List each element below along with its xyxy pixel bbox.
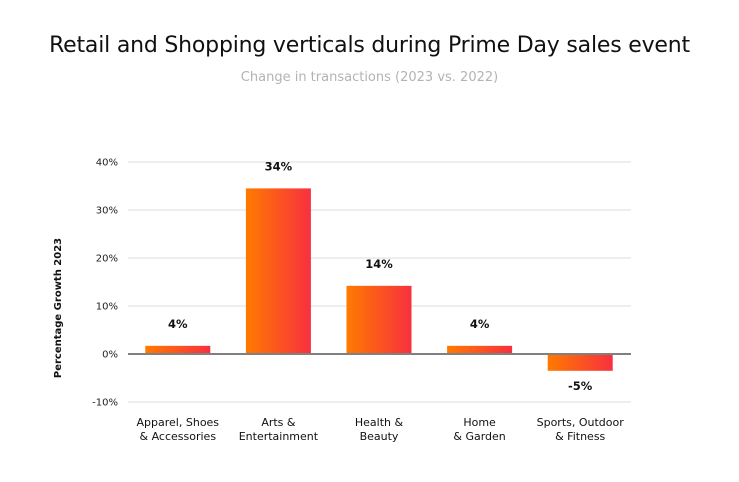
data-label: 34% bbox=[265, 159, 293, 173]
bar bbox=[547, 354, 613, 371]
gridlines bbox=[128, 161, 631, 403]
category-label: Entertainment bbox=[239, 430, 319, 443]
data-labels: 4% 34% 14% 4% -5% bbox=[168, 159, 593, 392]
bar bbox=[145, 345, 211, 354]
category-label: Arts & bbox=[261, 416, 296, 429]
chart-subtitle: Change in transactions (2023 vs. 2022) bbox=[240, 70, 499, 85]
y-tick-label: 30% bbox=[96, 206, 118, 217]
bar bbox=[245, 188, 311, 354]
y-tick-label: 10% bbox=[96, 302, 118, 313]
category-label: Apparel, Shoes bbox=[137, 416, 220, 429]
bar bbox=[346, 285, 412, 354]
category-label: Health & bbox=[355, 416, 404, 429]
y-axis-ticks: 40% 30% 20% 10% 0% -10% bbox=[92, 158, 118, 409]
y-axis-label: Percentage Growth 2023 bbox=[53, 238, 64, 378]
category-labels: Apparel, Shoes& Accessories Arts &Enterta… bbox=[137, 416, 625, 443]
category-label: & Fitness bbox=[555, 430, 605, 443]
y-tick-label: 0% bbox=[102, 350, 118, 361]
y-tick-label: 20% bbox=[96, 254, 118, 265]
chart-title: Retail and Shopping verticals during Pri… bbox=[49, 33, 690, 58]
data-label: -5% bbox=[568, 379, 593, 393]
category-label: Sports, Outdoor bbox=[537, 416, 625, 429]
category-label: Beauty bbox=[360, 430, 399, 443]
data-label: 14% bbox=[365, 257, 393, 271]
bar bbox=[447, 345, 513, 354]
category-label: Home bbox=[463, 416, 496, 429]
y-tick-label: 40% bbox=[96, 158, 118, 169]
data-label: 4% bbox=[470, 317, 490, 331]
category-label: & Accessories bbox=[140, 430, 217, 443]
y-tick-label: -10% bbox=[92, 398, 118, 409]
data-label: 4% bbox=[168, 317, 188, 331]
bars bbox=[145, 188, 613, 371]
category-label: & Garden bbox=[453, 430, 505, 443]
